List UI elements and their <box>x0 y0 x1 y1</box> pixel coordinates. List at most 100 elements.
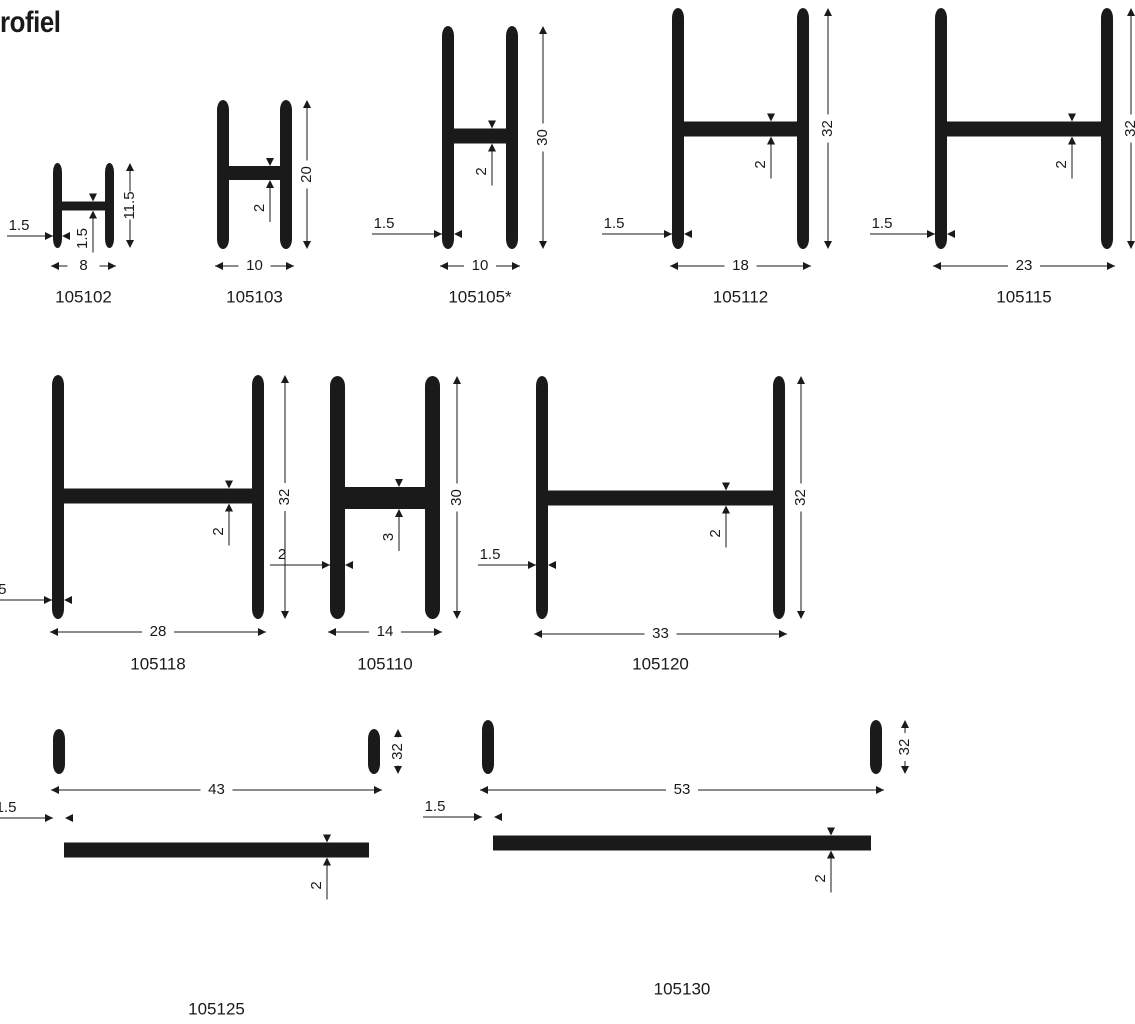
arrow-icon <box>876 786 884 794</box>
flange-thickness-label: 1.5 <box>0 581 6 598</box>
web-thickness-label: 2 <box>752 160 769 168</box>
arrow-icon <box>528 561 536 569</box>
arrow-icon <box>824 241 832 249</box>
arrow-icon <box>322 561 330 569</box>
web-thickness-label: 2 <box>707 529 724 537</box>
arrow-icon <box>827 827 835 836</box>
arrow-icon <box>474 813 482 821</box>
width-label: 23 <box>1016 257 1033 274</box>
web-thickness-label: 2 <box>251 204 268 212</box>
label-bg <box>276 483 294 511</box>
flange-thickness-label: 2 <box>278 546 286 563</box>
arrow-icon <box>494 813 502 821</box>
arrow-icon <box>797 376 805 384</box>
width-label: 14 <box>377 623 394 640</box>
arrow-icon <box>440 262 448 270</box>
height-label: 32 <box>792 489 809 506</box>
arrow-icon <box>548 561 556 569</box>
right-flange <box>797 8 809 249</box>
width-label: 8 <box>79 257 87 274</box>
arrow-icon <box>44 596 52 604</box>
label-bg <box>896 733 914 761</box>
arrow-icon <box>266 158 274 166</box>
height-label: 30 <box>448 489 465 506</box>
right-flange <box>506 26 518 249</box>
arrow-icon <box>1127 241 1135 249</box>
web <box>493 835 871 851</box>
arrow-icon <box>89 193 97 202</box>
flange-thickness-label: 1.5 <box>0 799 16 816</box>
web <box>344 487 426 509</box>
arrow-icon <box>45 232 53 240</box>
label-bg <box>792 483 810 512</box>
arrow-icon <box>453 611 461 619</box>
right-flange <box>1101 8 1113 249</box>
arrow-icon <box>395 479 403 487</box>
arrow-icon <box>394 729 402 737</box>
web-thickness-label: 2 <box>210 527 227 535</box>
arrow-icon <box>51 262 59 270</box>
label-bg <box>1008 256 1040 276</box>
label-bg <box>389 737 407 766</box>
label-bg <box>819 114 837 143</box>
part-code: 105112 <box>713 287 768 306</box>
arrow-icon <box>65 814 73 822</box>
profile-105102: 11.5 8 1.5 1.5 105102 <box>7 163 139 306</box>
label-bg <box>464 256 496 276</box>
arrow-icon <box>901 766 909 774</box>
web <box>63 488 253 504</box>
arrow-icon <box>722 482 730 491</box>
part-code: 105118 <box>130 654 185 673</box>
part-code: 105130 <box>654 979 711 998</box>
web <box>61 201 106 211</box>
arrow-icon <box>215 262 223 270</box>
label-bg <box>644 624 677 644</box>
left-flange <box>53 163 62 248</box>
arrow-icon <box>323 834 331 843</box>
arrow-icon <box>453 376 461 384</box>
left-flange <box>52 375 64 619</box>
arrow-icon <box>824 8 832 16</box>
web-thickness-label: 2 <box>473 167 490 175</box>
part-code: 105110 <box>357 654 412 673</box>
width-label: 43 <box>208 781 225 798</box>
web <box>946 121 1102 137</box>
arrow-icon <box>534 630 542 638</box>
web-thickness-label: 1.5 <box>74 228 91 249</box>
arrow-icon <box>50 628 58 636</box>
label-bg <box>238 256 271 276</box>
width-label: 10 <box>472 257 489 274</box>
part-code: 105120 <box>632 654 689 673</box>
height-label: 32 <box>819 120 836 137</box>
height-label: 20 <box>298 166 315 183</box>
arrow-icon <box>512 262 520 270</box>
label-bg <box>121 191 139 220</box>
web-thickness-label: 2 <box>308 881 325 889</box>
arrow-icon <box>664 230 672 238</box>
arrow-icon <box>108 262 116 270</box>
arrow-icon <box>797 611 805 619</box>
flange-thickness-label: 1.5 <box>374 215 395 232</box>
arrow-icon <box>927 230 935 238</box>
width-label: 53 <box>674 781 691 798</box>
arrow-icon <box>933 262 941 270</box>
arrow-icon <box>539 241 547 249</box>
profile-105130: 32 53 1.5 2 105130 <box>423 720 914 998</box>
height-label: 11.5 <box>121 191 138 219</box>
label-bg <box>1122 114 1135 143</box>
profile-105112: 32 18 1.5 2 105112 <box>602 8 837 306</box>
flange-thickness-label: 1.5 <box>480 546 501 563</box>
label-bg <box>200 780 233 800</box>
arrow-icon <box>281 611 289 619</box>
arrow-icon <box>539 26 547 34</box>
flange-thickness-label: 1.5 <box>9 217 30 234</box>
arrow-icon <box>767 113 775 122</box>
left-flange <box>217 100 229 249</box>
arrow-icon <box>225 480 233 489</box>
profile-105105: 30 10 1.5 2 105105* <box>372 26 552 306</box>
part-code: 105105* <box>448 287 512 306</box>
arrow-icon <box>62 232 70 240</box>
right-flange <box>773 376 785 619</box>
right-flange <box>280 100 292 249</box>
